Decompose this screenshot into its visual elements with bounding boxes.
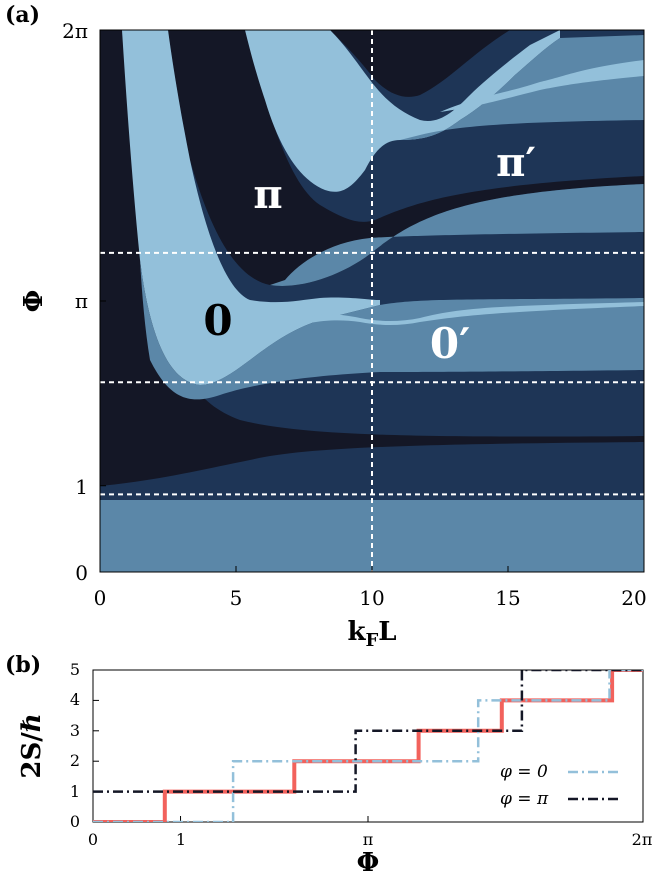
x-axis-title: kFL xyxy=(347,617,396,651)
b-ytick-label: 4 xyxy=(70,690,80,709)
b-xtick-label: 1 xyxy=(176,830,186,849)
xtick-label: 20 xyxy=(621,586,646,610)
series-line-red xyxy=(93,670,643,822)
b-ytick-label: 0 xyxy=(70,812,80,831)
b-xtick-label: π xyxy=(363,830,374,849)
series-line-phi0 xyxy=(93,670,643,822)
lens-right-1 xyxy=(440,60,644,112)
panel-a-ticks xyxy=(99,29,645,573)
xtick-label: 10 xyxy=(359,586,384,610)
ytick-label: π xyxy=(75,289,88,313)
region-label-zero-prime: 0′ xyxy=(430,319,470,368)
region-darkest-top xyxy=(330,30,510,97)
legend-label-phipi: φ = π xyxy=(500,789,549,809)
b-xtick-label: 2π xyxy=(632,830,653,849)
ytick-label: 2π xyxy=(62,19,88,43)
guide-lines xyxy=(100,30,644,572)
y-axis-title: Φ xyxy=(19,290,49,313)
region-label-zero: 0 xyxy=(203,296,232,345)
xtick-label: 15 xyxy=(495,586,520,610)
b-x-axis-title: Φ xyxy=(357,848,380,878)
panel-b-label: (b) xyxy=(5,652,41,678)
b-ytick-label: 5 xyxy=(70,660,80,679)
b-xtick-label: 0 xyxy=(88,830,98,849)
panel-b-frame xyxy=(92,669,644,823)
xtick-label: 5 xyxy=(230,586,243,610)
b-ytick-label: 2 xyxy=(70,751,80,770)
ytick-label: 0 xyxy=(75,561,88,585)
region-mid-upper xyxy=(270,184,644,286)
legend: φ = 0 φ = π xyxy=(500,762,620,809)
region-darkest-pi xyxy=(168,30,644,286)
b-ytick-label: 3 xyxy=(70,721,80,740)
legend-label-phi0: φ = 0 xyxy=(500,762,548,782)
panel-a-label: (a) xyxy=(5,2,40,28)
ytick-label: 1 xyxy=(75,475,88,499)
series-line-phipi xyxy=(93,670,643,793)
region-label-pi-prime: π′ xyxy=(496,139,536,186)
xtick-label: 0 xyxy=(94,586,107,610)
region-mid-band xyxy=(140,260,644,400)
region-label-pi: π xyxy=(253,171,282,218)
region-light-zero xyxy=(122,30,380,385)
region-darkest-left xyxy=(100,30,644,486)
b-y-axis-title: 2S/ℏ xyxy=(17,713,47,778)
b-ytick-label: 1 xyxy=(70,782,80,801)
region-light-pi xyxy=(245,30,560,192)
